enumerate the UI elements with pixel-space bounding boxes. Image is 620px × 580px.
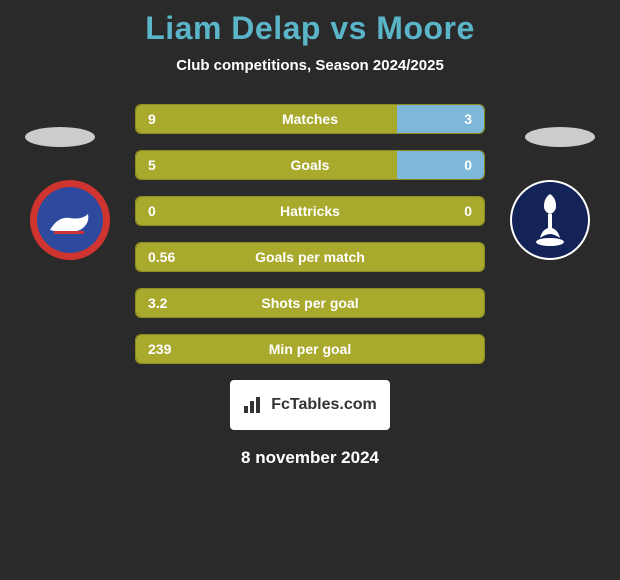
stat-label: Goals	[291, 157, 330, 173]
bar-left	[136, 105, 397, 133]
stat-row: 9 3 Matches	[135, 104, 485, 134]
stat-label: Min per goal	[269, 341, 351, 357]
stat-label: Shots per goal	[261, 295, 358, 311]
stat-row: 0 0 Hattricks	[135, 196, 485, 226]
stat-value-left: 0.56	[148, 249, 175, 265]
bar-left	[136, 151, 397, 179]
page-title: Liam Delap vs Moore	[0, 0, 620, 47]
stat-label: Matches	[282, 111, 338, 127]
platform-badge: FcTables.com	[230, 380, 390, 430]
page-subtitle: Club competitions, Season 2024/2025	[0, 57, 620, 74]
platform-label: FcTables.com	[271, 396, 377, 414]
stat-row: 5 0 Goals	[135, 150, 485, 180]
stat-label: Hattricks	[280, 203, 340, 219]
stat-label: Goals per match	[255, 249, 365, 265]
stat-value-right: 0	[464, 157, 472, 173]
stat-value-right: 3	[464, 111, 472, 127]
stat-row: 0.56 Goals per match	[135, 242, 485, 272]
bars-icon	[243, 396, 265, 414]
stat-value-left: 239	[148, 341, 171, 357]
stat-value-right: 0	[464, 203, 472, 219]
comparison-chart: 9 3 Matches 5 0 Goals 0 0 Hattricks 0.56 Goals per…	[0, 104, 620, 468]
date-label: 8 november 2024	[0, 448, 620, 468]
bars-container: 9 3 Matches 5 0 Goals 0 0 Hattricks 0.56 Goals per…	[135, 104, 485, 364]
stat-row: 3.2 Shots per goal	[135, 288, 485, 318]
stat-row: 239 Min per goal	[135, 334, 485, 364]
stat-value-left: 0	[148, 203, 156, 219]
stat-value-left: 5	[148, 157, 156, 173]
stat-value-left: 3.2	[148, 295, 167, 311]
stat-value-left: 9	[148, 111, 156, 127]
